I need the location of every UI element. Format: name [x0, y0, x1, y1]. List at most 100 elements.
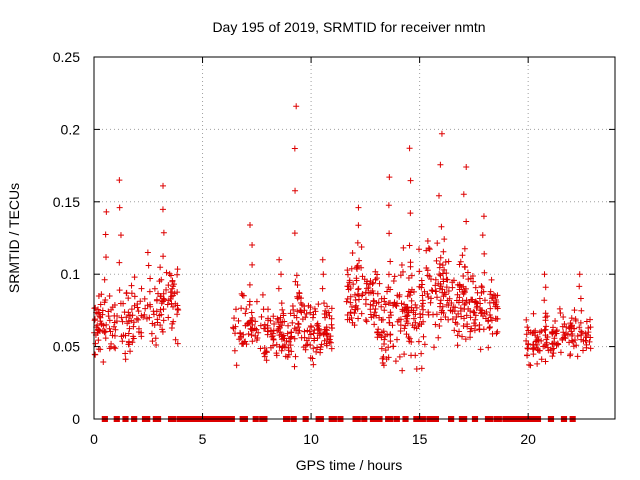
data-point [95, 337, 102, 344]
data-point [307, 354, 314, 361]
data-point [397, 322, 404, 329]
data-point [100, 359, 107, 366]
data-point [530, 345, 537, 352]
data-point [278, 300, 285, 307]
data-point [240, 331, 247, 338]
data-point [402, 322, 409, 329]
data-point [358, 310, 365, 317]
data-point [125, 330, 132, 337]
data-point [455, 299, 462, 306]
data-point [160, 253, 167, 260]
data-point [557, 310, 564, 317]
data-point [101, 276, 108, 283]
data-point [384, 288, 391, 295]
data-point [412, 352, 419, 359]
data-point [472, 316, 479, 323]
data-point [369, 288, 376, 295]
data-point [249, 338, 256, 345]
data-point [583, 334, 590, 341]
data-point [391, 273, 398, 280]
data-point [366, 281, 373, 288]
data-point [461, 245, 468, 252]
data-point [578, 332, 585, 339]
data-point [172, 336, 179, 343]
data-point [401, 307, 408, 314]
data-point [352, 306, 359, 313]
data-point [557, 349, 564, 356]
data-point [425, 309, 432, 316]
data-point [282, 353, 289, 360]
data-point [249, 321, 256, 328]
data-point [359, 273, 366, 280]
data-point [95, 346, 102, 353]
y-axis-label: SRMTID / TECUs [6, 183, 22, 293]
data-point [96, 309, 103, 316]
data-point [415, 338, 422, 345]
data-point [379, 355, 386, 362]
data-point [420, 318, 427, 325]
y-tick-label: 0 [72, 411, 80, 427]
data-point [291, 145, 298, 152]
data-point [130, 319, 137, 326]
y-tick-label: 0.05 [53, 339, 80, 355]
data-point [292, 278, 299, 285]
data-point [441, 236, 448, 243]
data-point [541, 297, 548, 304]
data-point [168, 272, 175, 279]
data-point [406, 292, 413, 299]
data-point [117, 300, 124, 307]
data-point [468, 325, 475, 332]
data-point [399, 367, 406, 374]
data-point [163, 269, 170, 276]
data-point [524, 345, 531, 352]
data-point [385, 300, 392, 307]
data-point [319, 285, 326, 292]
data-point [146, 314, 153, 321]
data-point [390, 302, 397, 309]
data-point [317, 330, 324, 337]
data-point [268, 333, 275, 340]
data-point [460, 283, 467, 290]
data-point [438, 130, 445, 137]
data-point [344, 267, 351, 274]
data-point [471, 299, 478, 306]
data-point [542, 358, 549, 365]
data-point [480, 213, 487, 220]
data-point [550, 324, 557, 331]
data-point [125, 318, 132, 325]
data-point [278, 271, 285, 278]
data-point [259, 291, 266, 298]
data-point [481, 297, 488, 304]
data-point [122, 350, 129, 357]
data-point [433, 257, 440, 264]
data-point [389, 322, 396, 329]
data-point [408, 307, 415, 314]
data-point [583, 344, 590, 351]
data-point [529, 342, 536, 348]
data-point [560, 313, 567, 320]
data-point [538, 337, 545, 344]
data-point [532, 338, 539, 345]
data-point [355, 292, 362, 299]
data-point [137, 298, 144, 305]
data-point [486, 299, 493, 306]
data-point [348, 265, 355, 272]
data-point [442, 258, 449, 265]
data-point [385, 202, 392, 209]
data-point [324, 303, 331, 310]
data-point [289, 319, 296, 326]
data-point [309, 314, 316, 321]
data-point [258, 313, 265, 320]
data-point [344, 295, 351, 302]
data-point [424, 290, 431, 297]
data-point [378, 295, 385, 302]
data-point [436, 271, 443, 278]
data-point [553, 328, 560, 335]
data-point [125, 339, 132, 346]
data-point [441, 266, 448, 273]
data-point [356, 257, 363, 264]
data-point [149, 338, 156, 345]
y-tick-label: 0.2 [61, 121, 81, 137]
data-point [549, 329, 556, 336]
